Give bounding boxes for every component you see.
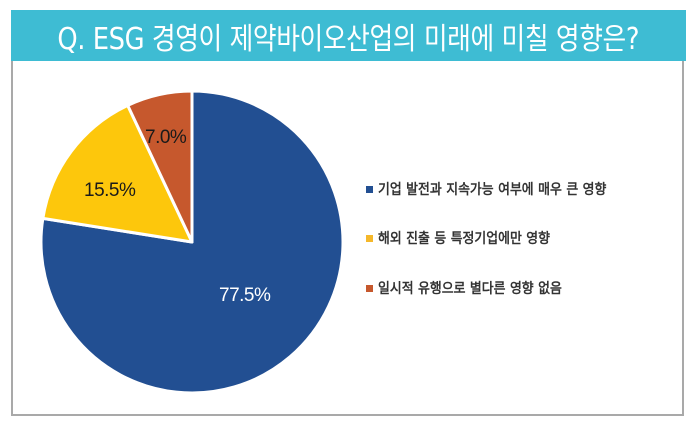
pie-slice-none xyxy=(126,89,194,244)
slice-label-regional: 15.5% xyxy=(84,180,136,201)
legend-swatch-yellow xyxy=(366,234,373,242)
legend-label: 기업 발전과 지속가능 여부에 매우 큰 영향 xyxy=(378,182,607,198)
pie-slice-regional xyxy=(41,103,194,244)
title-bar: Q. ESG 경영이 제약바이오산업의 미래에 미칠 영향은? xyxy=(11,10,686,61)
slice-label-major: 77.5% xyxy=(219,285,271,306)
legend-item-regional: 해외 진출 등 특정기업에만 영향 xyxy=(366,228,565,248)
legend-swatch-blue xyxy=(366,185,373,193)
chart-title: Q. ESG 경영이 제약바이오산업의 미래에 미칠 영향은? xyxy=(57,21,640,57)
legend-item-none: 일시적 유행으로 별다른 영향 없음 xyxy=(366,278,578,298)
legend-swatch-orange xyxy=(366,284,373,292)
legend-label: 해외 진출 등 특정기업에만 영향 xyxy=(378,231,550,247)
legend-item-major: 기업 발전과 지속가능 여부에 매우 큰 영향 xyxy=(366,179,626,199)
slice-label-none: 7.0% xyxy=(145,127,187,148)
legend-label: 일시적 유행으로 별다른 영향 없음 xyxy=(378,281,562,297)
